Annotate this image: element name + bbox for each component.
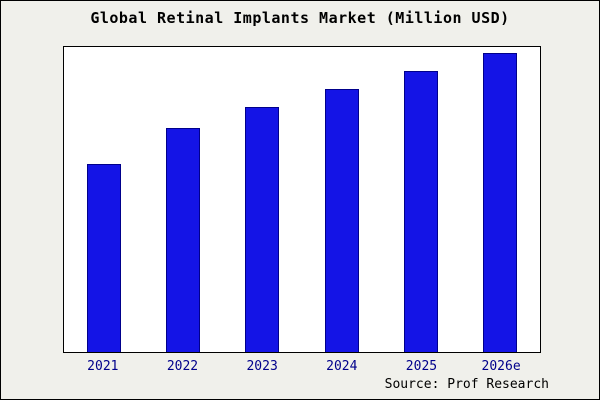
- source-label: Source: Prof Research: [384, 377, 549, 392]
- x-tick-2026e: 2026e: [481, 359, 521, 374]
- bar-2024: [324, 88, 359, 352]
- x-axis-ticks: 2021 2022 2023 2024 2025 2026e: [63, 359, 541, 374]
- x-tick-2022: 2022: [166, 359, 199, 374]
- bar-2022: [165, 127, 200, 352]
- bar-2021: [86, 163, 121, 352]
- bar-2026e: [483, 52, 518, 352]
- bar-2023: [245, 106, 280, 352]
- x-tick-2025: 2025: [405, 359, 438, 374]
- chart-title: Global Retinal Implants Market (Million …: [90, 9, 510, 27]
- x-tick-2023: 2023: [246, 359, 278, 374]
- plot-area: [63, 46, 541, 353]
- bar-2025: [403, 70, 438, 352]
- x-tick-2024: 2024: [326, 359, 358, 374]
- x-tick-2021: 2021: [87, 359, 119, 374]
- bars-container: [64, 47, 540, 352]
